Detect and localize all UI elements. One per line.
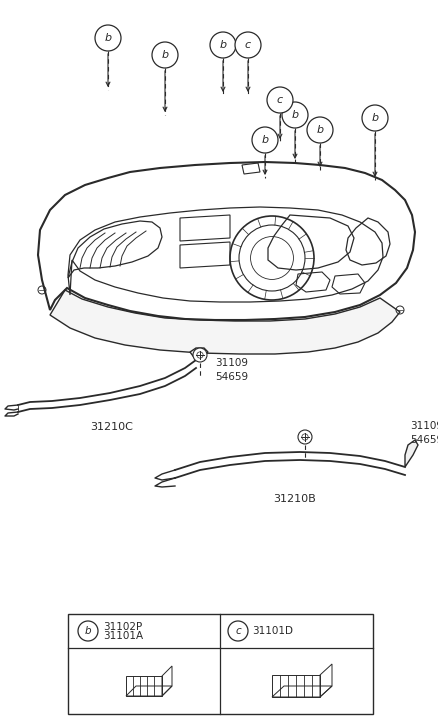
Text: b: b [261,135,268,145]
Circle shape [252,127,278,153]
Text: 31109
54659: 31109 54659 [410,422,438,445]
Text: b: b [162,50,169,60]
Circle shape [210,32,236,58]
Text: b: b [291,110,299,120]
Text: c: c [277,95,283,105]
Text: 31210B: 31210B [274,494,316,504]
Circle shape [362,105,388,131]
Text: 31101A: 31101A [103,631,143,641]
Circle shape [95,25,121,51]
Polygon shape [405,440,418,467]
Text: 31109
54659: 31109 54659 [215,358,248,382]
Polygon shape [190,348,208,360]
Text: b: b [219,40,226,50]
Circle shape [282,102,308,128]
Text: 31102P: 31102P [103,622,142,632]
Text: b: b [104,33,112,43]
Circle shape [235,32,261,58]
Circle shape [193,348,207,362]
Polygon shape [50,290,400,354]
Text: 31210C: 31210C [91,422,134,432]
Text: b: b [316,125,324,135]
Text: c: c [235,626,241,636]
Circle shape [307,117,333,143]
Text: b: b [85,626,91,636]
Circle shape [152,42,178,68]
Text: b: b [371,113,378,123]
Text: 31101D: 31101D [252,626,293,636]
Text: c: c [245,40,251,50]
Circle shape [228,621,248,641]
Circle shape [267,87,293,113]
Circle shape [298,430,312,444]
Circle shape [78,621,98,641]
